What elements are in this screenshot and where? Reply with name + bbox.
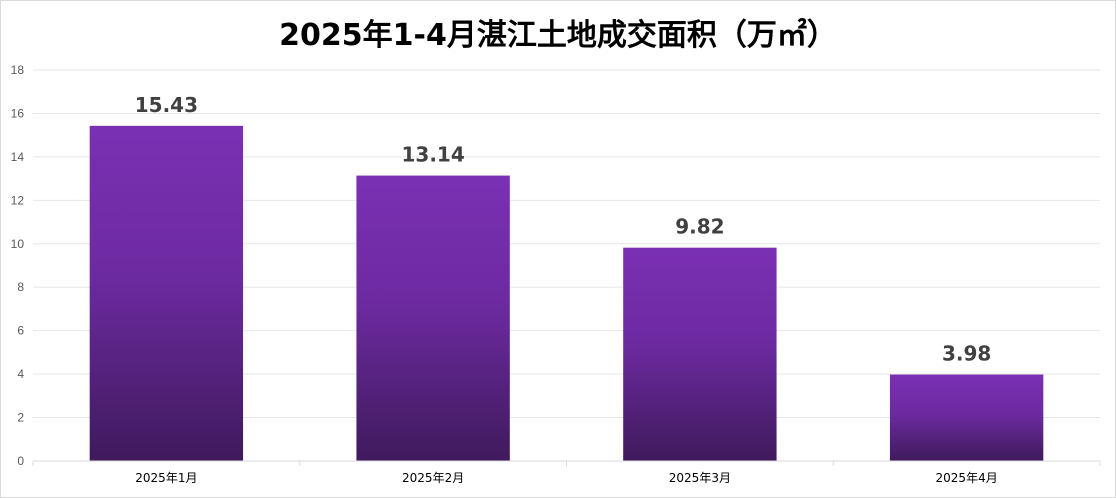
x-tick-label: 2025年3月 <box>669 471 731 485</box>
data-label: 3.98 <box>942 342 991 366</box>
y-tick-label: 4 <box>17 367 24 381</box>
y-tick-label: 12 <box>11 193 25 207</box>
data-label: 9.82 <box>675 215 724 239</box>
y-tick-label: 14 <box>11 150 25 164</box>
y-tick-label: 18 <box>11 63 25 77</box>
y-tick-label: 16 <box>11 106 25 120</box>
y-tick-label: 6 <box>17 324 24 338</box>
y-tick-label: 2 <box>17 411 24 425</box>
data-label: 15.43 <box>135 93 198 117</box>
bar <box>623 247 777 461</box>
chart-title: 2025年1-4月湛江土地成交面积（万㎡） <box>279 18 837 53</box>
bars <box>89 125 1044 461</box>
x-tick-label: 2025年4月 <box>936 471 998 485</box>
bar <box>89 125 244 461</box>
y-axis: 0 2 4 6 8 10 12 14 16 18 <box>11 63 25 468</box>
data-labels: 15.43 13.14 9.82 3.98 <box>135 93 992 366</box>
bar <box>889 374 1044 461</box>
data-label: 13.14 <box>401 143 464 167</box>
y-tick-label: 0 <box>17 454 24 468</box>
x-tick-label: 2025年1月 <box>135 471 197 485</box>
y-tick-label: 8 <box>17 280 24 294</box>
y-tick-label: 10 <box>11 237 25 251</box>
bar <box>356 175 510 461</box>
x-axis: 2025年1月 2025年2月 2025年3月 2025年4月 <box>32 460 1101 485</box>
x-tick-label: 2025年2月 <box>402 471 464 485</box>
